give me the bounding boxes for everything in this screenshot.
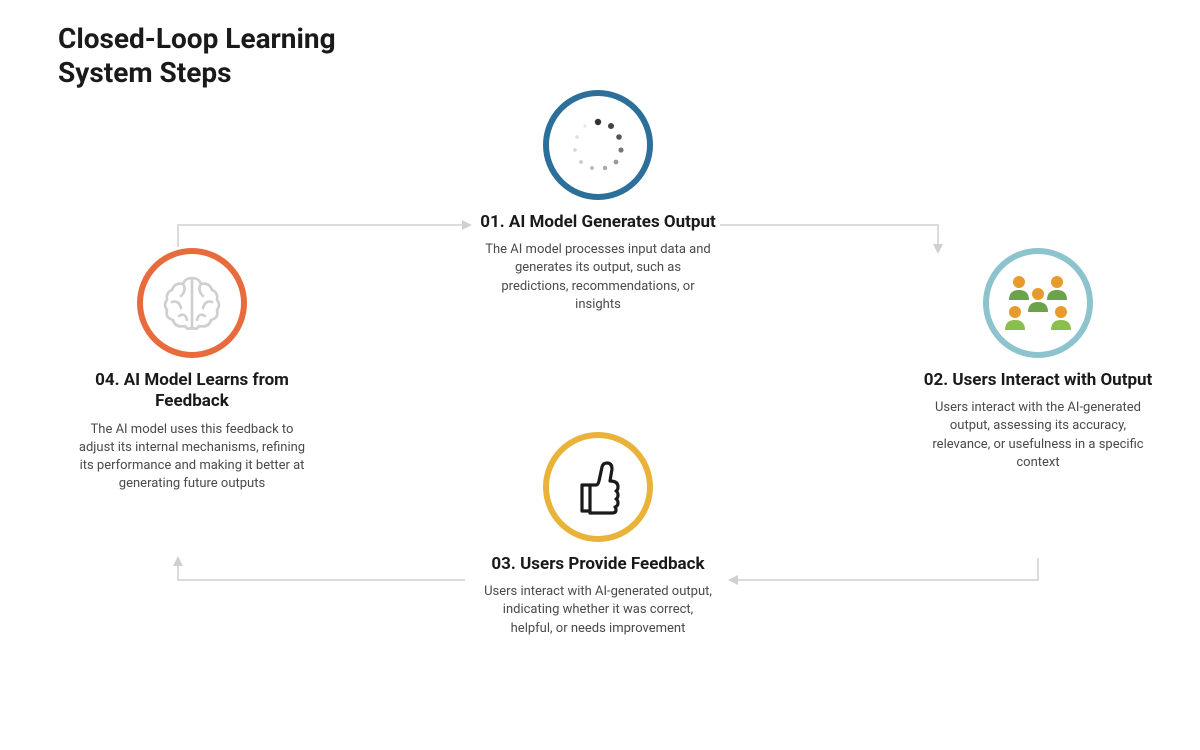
flow-arrows <box>0 0 1200 750</box>
